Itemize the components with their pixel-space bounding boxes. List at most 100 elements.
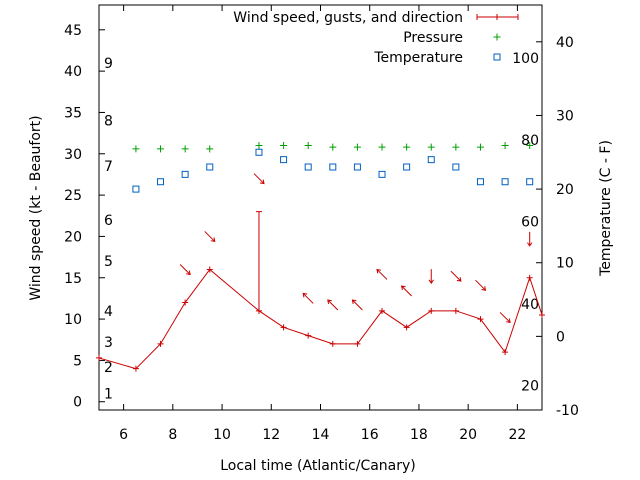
- fahrenheit-label: 60: [521, 214, 539, 230]
- wind-direction-arrow: [327, 299, 339, 311]
- wind-direction-arrow: [428, 269, 434, 284]
- x-tick-label: 14: [312, 427, 330, 443]
- temperature-point: [329, 163, 337, 171]
- y-tick-label: 35: [64, 105, 82, 121]
- y-tick-label: 5: [73, 353, 82, 369]
- wind-direction-arrow: [204, 231, 216, 243]
- fahrenheit-label: 80: [521, 133, 539, 149]
- y-tick-label: 10: [64, 312, 82, 328]
- beaufort-label: 3: [104, 335, 113, 351]
- beaufort-label: 7: [104, 159, 113, 175]
- pressure-point: [526, 142, 534, 150]
- wind-point: [428, 307, 435, 314]
- y-tick-label: 20: [64, 229, 82, 245]
- wind-direction-arrow: [302, 292, 314, 304]
- wind-direction-arrow: [179, 264, 191, 276]
- beaufort-label: 9: [104, 56, 113, 72]
- pressure-point: [378, 143, 386, 151]
- wind-point: [206, 266, 213, 273]
- temperature-point: [526, 178, 534, 186]
- legend-label: Temperature: [373, 50, 463, 66]
- wind-point: [477, 316, 484, 323]
- y2-tick-label: 0: [556, 329, 565, 345]
- y2-tick-label: 40: [556, 35, 574, 51]
- beaufort-label: 4: [104, 304, 113, 320]
- pressure-point: [304, 142, 312, 150]
- x-tick-label: 8: [168, 427, 177, 443]
- y-tick-label: 45: [64, 23, 82, 39]
- wind-direction-arrow: [499, 312, 511, 324]
- fahrenheit-label: 100: [512, 51, 539, 67]
- temperature-point: [378, 170, 386, 178]
- temperature-point: [181, 170, 189, 178]
- wind-point: [305, 332, 312, 339]
- wind-point: [379, 307, 386, 314]
- y2-tick-label: 30: [556, 108, 574, 124]
- wind-point: [280, 324, 287, 331]
- wind-point: [96, 354, 102, 361]
- pressure-point: [452, 143, 460, 151]
- wind-point: [539, 311, 545, 318]
- wind-direction-arrow: [376, 268, 388, 280]
- y-tick-label: 40: [64, 64, 82, 80]
- legend-swatch: [476, 14, 519, 20]
- temperature-point: [280, 156, 288, 164]
- legend-swatch: [493, 33, 501, 41]
- pressure-point: [132, 145, 140, 153]
- pressure-point: [181, 145, 189, 153]
- temperature-point: [427, 156, 435, 164]
- pressure-point: [476, 143, 484, 151]
- wind-point: [157, 340, 164, 347]
- x-tick-label: 16: [361, 427, 379, 443]
- legend-label: Pressure: [403, 30, 463, 46]
- temperature-point: [255, 148, 263, 156]
- temperature-point: [157, 178, 165, 186]
- y-axis-title: Wind speed (kt - Beaufort): [28, 115, 44, 300]
- temperature-point: [452, 163, 460, 171]
- wind-direction-arrow: [527, 231, 533, 247]
- series-layer: [96, 142, 545, 372]
- y2-tick-label: 20: [556, 182, 574, 198]
- fahrenheit-label: 20: [521, 379, 539, 395]
- y2-tick-label: 10: [556, 256, 574, 272]
- pressure-point: [353, 143, 361, 151]
- y2-axis-title: Temperature (C - F): [598, 140, 614, 277]
- x-tick-label: 12: [262, 427, 280, 443]
- temperature-point: [403, 163, 411, 171]
- y2-tick-label: -10: [556, 403, 579, 419]
- temperature-point: [476, 178, 484, 186]
- pressure-point: [280, 142, 288, 150]
- x-axis-title: Local time (Atlantic/Canary): [220, 458, 416, 474]
- beaufort-label: 8: [104, 114, 113, 130]
- wind-line: [98, 268, 543, 370]
- pressure-point: [329, 143, 337, 151]
- temperature-point: [132, 185, 140, 193]
- wind-direction-arrow: [253, 173, 265, 185]
- wind-point: [452, 307, 459, 314]
- wind-direction-arrow: [450, 270, 462, 282]
- beaufort-label: 2: [104, 360, 113, 376]
- pressure-point: [157, 145, 165, 153]
- pressure-point: [427, 143, 435, 151]
- wind-direction-arrow: [475, 279, 487, 291]
- wind-point: [182, 299, 189, 306]
- legend-swatch: [493, 53, 501, 61]
- fahrenheit-label: 40: [521, 297, 539, 313]
- x-tick-label: 6: [119, 427, 128, 443]
- wind-point: [354, 340, 361, 347]
- wind-point: [403, 324, 410, 331]
- wind-direction-arrow: [401, 285, 412, 297]
- x-tick-label: 18: [410, 427, 428, 443]
- temperature-point: [304, 163, 312, 171]
- y-tick-label: 15: [64, 271, 82, 287]
- plot-frame: [98, 4, 543, 411]
- y-tick-label: 25: [64, 188, 82, 204]
- wind-point: [329, 340, 336, 347]
- gust-bar: [255, 211, 262, 311]
- pressure-point: [255, 142, 263, 150]
- wind-point: [502, 349, 509, 356]
- y-tick-label: 0: [73, 395, 82, 411]
- pressure-point: [403, 143, 411, 151]
- pressure-point: [206, 145, 214, 153]
